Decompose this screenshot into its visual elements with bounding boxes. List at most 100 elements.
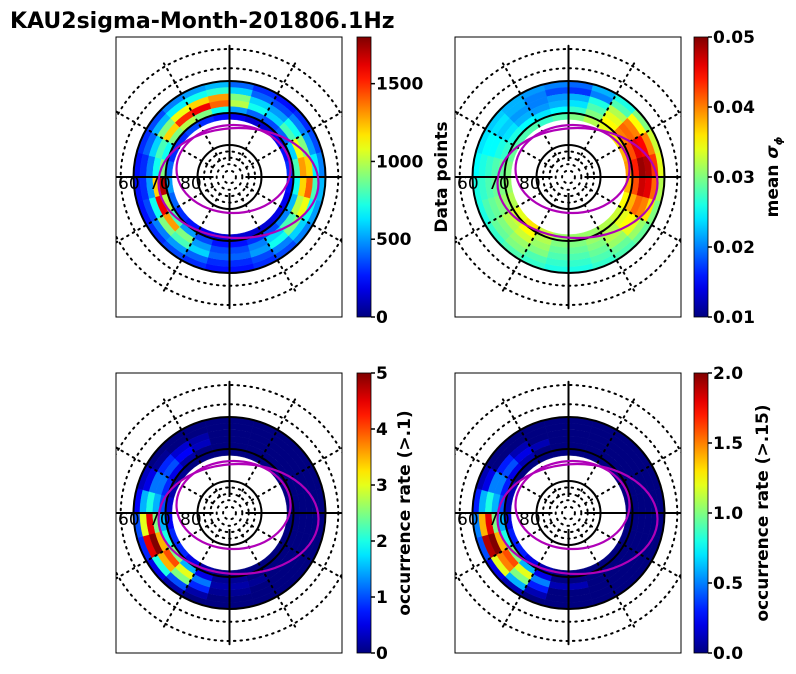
grid-spoke-dotted	[245, 185, 342, 244]
colorbar: 0 500 1000 1500 Data points	[356, 36, 452, 328]
colorbar-tick-label: 4	[376, 420, 388, 440]
axes-frame	[115, 372, 343, 654]
grid-circle-dotted	[215, 163, 244, 191]
colorbar-tick-label: 500	[376, 230, 412, 250]
oval-curve-outer	[496, 462, 659, 576]
grid-circle-dotted	[561, 169, 576, 185]
grid-spoke-dotted	[238, 59, 298, 162]
colorbar-tick-label: 0.0	[713, 644, 743, 664]
grid-spoke-dotted	[584, 185, 681, 244]
grid-spoke-dotted	[577, 528, 637, 631]
colorbar-tick-label: 0.03	[713, 168, 755, 188]
grid-spoke-dotted	[238, 395, 298, 498]
colorbar-tick-label: 1000	[376, 152, 423, 172]
grid-spoke-dotted	[455, 521, 553, 580]
colorbar-label: Data points	[432, 121, 452, 232]
lat-label: 70	[488, 174, 510, 194]
grid-spoke-dotted	[577, 59, 637, 162]
grid-spoke-dotted	[577, 395, 637, 498]
grid-spoke-dotted	[577, 192, 637, 295]
grid-spoke-dotted	[455, 110, 553, 169]
grid-spoke-dotted	[116, 110, 214, 169]
colorbar-tick-label: 0.5	[713, 574, 743, 594]
grid-circle-dotted	[222, 169, 237, 185]
grid-spoke-dotted	[455, 185, 553, 244]
oval-curve-inner	[175, 459, 292, 551]
colorbar-gradient	[693, 372, 709, 654]
colorbar-gradient	[693, 36, 709, 318]
colorbar: 0.0 0.5 1.0 1.5 2.0 occurrence rate (>.15)	[693, 364, 773, 664]
oval-curve-outer	[157, 462, 320, 576]
plot-area: 60 70 80	[455, 41, 681, 313]
grid-spoke-dotted	[116, 185, 214, 244]
panel-bottom-right: 60 70 80 0.0 0.5 1.0 1.5 2.0 occurrence rate (>.…	[454, 364, 773, 664]
oval-curve-inner	[514, 459, 631, 551]
plot-area: 60 70 80	[455, 377, 681, 649]
grid-spoke-dotted	[116, 521, 214, 580]
grid-spoke-dotted	[238, 528, 298, 631]
grid-circle-dotted	[554, 163, 583, 191]
grid-spoke-dotted	[116, 446, 214, 505]
colorbar-tick-label: 1.0	[713, 504, 743, 524]
grid-spoke-dotted	[584, 446, 681, 505]
colorbar-label: mean σϕ	[763, 136, 785, 217]
colorbar-tick-label: 5	[376, 364, 388, 384]
plot-area: 60 70 80	[116, 41, 342, 313]
panel-top-right: 60 70 80 0.01 0.02 0.03 0.04 0.05 mean σϕ	[454, 28, 785, 328]
phi-subscript: ϕ	[772, 136, 785, 145]
colorbar-tick-label: 1	[376, 588, 388, 608]
lat-label: 60	[118, 510, 140, 530]
colorbar-tick-label: 3	[376, 476, 388, 496]
grid-spoke-dotted	[500, 395, 560, 498]
colorbar-gradient	[356, 372, 372, 654]
grid-circle-dotted	[215, 499, 244, 527]
colorbar: 0 1 2 3 4 5 occurrence rate (>.1)	[356, 364, 415, 664]
colorbar-label: occurrence rate (>.15)	[753, 404, 773, 621]
lat-label: 70	[149, 174, 171, 194]
colorbar-gradient	[356, 36, 372, 318]
colorbar-tick-label: 0	[376, 644, 388, 664]
lat-label: 80	[180, 174, 202, 194]
grid-circle-dotted	[222, 505, 237, 521]
lat-label: 60	[457, 510, 479, 530]
grid-spoke-dotted	[238, 192, 298, 295]
grid-spoke-dotted	[245, 110, 342, 169]
colorbar-label: occurrence rate (>.1)	[395, 410, 415, 615]
colorbar-tick-label: 2	[376, 532, 388, 552]
colorbar-tick-label: 2.0	[713, 364, 743, 384]
colorbar-tick-label: 1500	[376, 75, 423, 95]
grid-spoke-dotted	[161, 395, 221, 498]
figure-title: KAU2sigma-Month-201806.1Hz	[10, 9, 395, 34]
panel-bottom-left: 60 70 80 0 1 2 3 4 5 occurrence rate (>.1)	[115, 364, 415, 664]
grid-spoke-dotted	[161, 59, 221, 162]
oval-curve-outer	[496, 126, 659, 240]
lat-label: 80	[180, 510, 202, 530]
axes-frame	[115, 36, 343, 318]
lat-label: 80	[519, 174, 541, 194]
colorbar: 0.01 0.02 0.03 0.04 0.05 mean σϕ	[693, 28, 785, 328]
grid-spoke-dotted	[455, 446, 553, 505]
grid-spoke-dotted	[245, 446, 342, 505]
axes-frame	[454, 36, 682, 318]
colorbar-tick-label: 0.02	[713, 238, 755, 258]
lat-label: 70	[149, 510, 171, 530]
lat-label: 70	[488, 510, 510, 530]
lat-label: 80	[519, 510, 541, 530]
lat-label: 60	[118, 174, 140, 194]
grid-spoke-dotted	[584, 110, 681, 169]
colorbar-tick-label: 0.05	[713, 28, 755, 48]
grid-circle-dotted	[554, 499, 583, 527]
colorbar-tick-label: 0.04	[713, 98, 755, 118]
colorbar-tick-label: 0.01	[713, 308, 755, 328]
axes-frame	[454, 372, 682, 654]
grid-spoke-dotted	[584, 521, 681, 580]
lat-label: 60	[457, 174, 479, 194]
colorbar-tick-label: 1.5	[713, 434, 743, 454]
colorbar-tick-label: 0	[376, 308, 388, 328]
oval-curve-inner	[514, 123, 631, 215]
plot-area: 60 70 80	[116, 377, 342, 649]
grid-spoke-dotted	[500, 59, 560, 162]
grid-circle-dotted	[561, 505, 576, 521]
